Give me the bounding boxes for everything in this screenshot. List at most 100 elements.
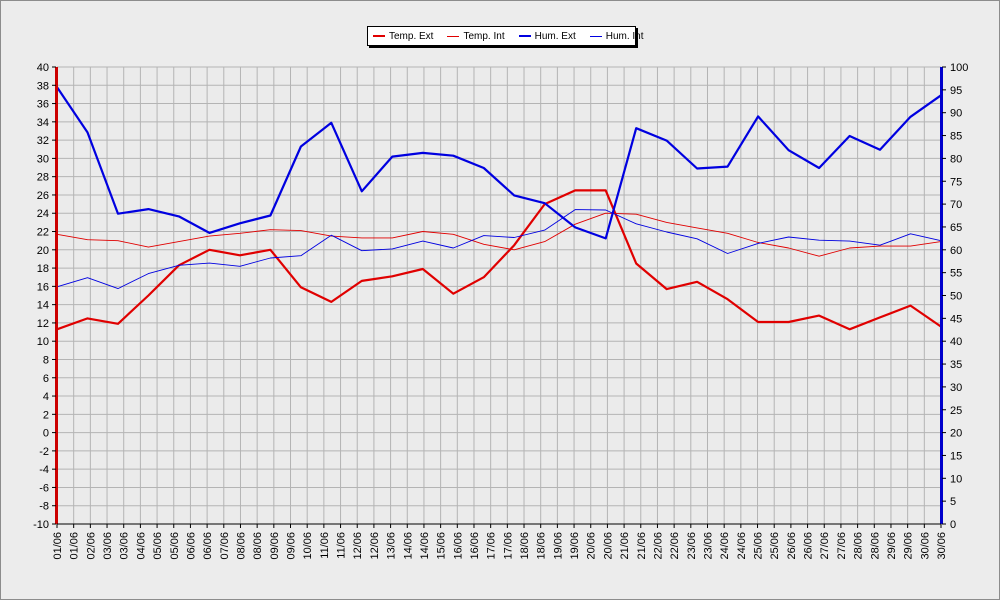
x-tick-label: 11/06 (319, 532, 331, 559)
x-tick-label: 08/06 (252, 532, 264, 560)
left-tick-label: 10 (37, 336, 49, 348)
right-tick-label: 65 (950, 222, 962, 234)
x-tick-label: 22/06 (669, 532, 681, 560)
x-tick-label: 25/06 (753, 532, 765, 560)
series-line-hum-int (56, 209, 942, 290)
right-tick-label: 100 (950, 62, 968, 74)
x-tick-label: 08/06 (235, 532, 247, 560)
x-tick-label: 01/06 (52, 532, 64, 560)
right-tick-label: 30 (950, 382, 962, 394)
x-tick-label: 28/06 (869, 532, 881, 560)
x-tick-label: 18/06 (536, 532, 548, 560)
x-tick-label: 24/06 (736, 532, 748, 560)
x-tick-label: 15/06 (436, 532, 448, 560)
left-tick-label: 4 (43, 391, 49, 403)
left-tick-label: 12 (37, 318, 49, 330)
series-line-temp-int (56, 212, 942, 257)
left-tick-label: 32 (37, 135, 49, 147)
right-tick-label: 25 (950, 405, 962, 417)
x-tick-label: 19/06 (552, 532, 564, 560)
x-tick-label: 01/06 (69, 532, 81, 560)
x-tick-label: 16/06 (469, 532, 481, 560)
series-line-hum-ext (56, 86, 942, 240)
left-tick-label: 24 (37, 208, 49, 220)
x-tick-label: 16/06 (452, 532, 464, 560)
x-tick-label: 25/06 (769, 532, 781, 560)
left-axis-line (55, 67, 58, 524)
right-tick-label: 85 (950, 131, 962, 143)
x-tick-label: 19/06 (569, 532, 581, 560)
right-axis-ticks: 0 5 10 15 20 25 30 35 40 45 50 55 60 65 70 75 80 85 90 95 10… (942, 62, 968, 531)
left-tick-label: 16 (37, 281, 49, 293)
right-axis-line (940, 67, 943, 524)
legend-item-hum-ext: Hum. Ext (518, 31, 576, 42)
right-tick-label: 80 (950, 153, 962, 165)
x-tick-label: 03/06 (102, 532, 114, 560)
right-tick-label: 10 (950, 473, 962, 485)
x-tick-label: 24/06 (719, 532, 731, 560)
x-tick-label: 04/06 (135, 532, 147, 560)
legend-swatch-temp-ext (373, 35, 385, 37)
right-tick-label: 45 (950, 313, 962, 325)
x-tick-label: 22/06 (652, 532, 664, 560)
right-tick-label: 50 (950, 291, 962, 303)
left-tick-label: -8 (39, 501, 49, 513)
left-tick-label: 14 (37, 300, 49, 312)
x-tick-label: 21/06 (636, 532, 648, 560)
right-tick-label: 35 (950, 359, 962, 371)
x-tick-label: 27/06 (819, 532, 831, 560)
x-tick-label: 17/06 (502, 532, 514, 560)
right-tick-label: 5 (950, 496, 956, 508)
x-tick-label: 29/06 (886, 532, 898, 560)
left-tick-label: 20 (37, 245, 49, 257)
x-tick-label: 14/06 (402, 532, 414, 560)
left-tick-label: 18 (37, 263, 49, 275)
x-tick-label: 23/06 (686, 532, 698, 560)
left-tick-label: -4 (39, 464, 49, 476)
legend-swatch-hum-ext (518, 35, 531, 37)
left-tick-label: 36 (37, 99, 49, 111)
left-tick-label: 38 (37, 80, 49, 92)
legend-item-hum-int: Hum. Int (589, 31, 644, 42)
series-layer (56, 86, 942, 331)
plot-area (57, 67, 941, 524)
x-tick-label: 30/06 (936, 532, 948, 560)
x-tick-label: 06/06 (202, 532, 214, 560)
right-tick-label: 15 (950, 450, 962, 462)
x-tick-label: 07/06 (219, 532, 231, 560)
legend-swatch-hum-int (589, 35, 602, 37)
legend-swatch-temp-int (447, 35, 460, 37)
left-tick-label: 30 (37, 153, 49, 165)
right-tick-label: 90 (950, 108, 962, 120)
chart-legend: Temp. Ext Temp. Int Hum. Ext Hum. Int (367, 26, 644, 46)
right-tick-label: 20 (950, 428, 962, 440)
x-tick-label: 30/06 (919, 532, 931, 560)
left-tick-label: 28 (37, 172, 49, 184)
legend-item-temp-int: Temp. Int (447, 30, 505, 42)
x-tick-label: 10/06 (302, 532, 314, 560)
right-tick-label: 75 (950, 176, 962, 188)
left-tick-label: 26 (37, 190, 49, 202)
x-tick-label: 27/06 (836, 532, 848, 560)
x-tick-label: 21/06 (619, 532, 631, 560)
legend-label-temp-ext: Temp. Ext (389, 30, 434, 42)
x-tick-label: 18/06 (519, 532, 531, 560)
x-tick-label: 13/06 (386, 532, 398, 560)
x-tick-label: 12/06 (369, 532, 381, 560)
left-tick-label: 2 (43, 409, 49, 421)
x-tick-label: 20/06 (586, 532, 598, 560)
x-tick-label: 17/06 (486, 532, 498, 560)
x-tick-label: 05/06 (169, 532, 181, 560)
x-tick-label: 09/06 (286, 532, 298, 560)
x-tick-label: 20/06 (602, 532, 614, 560)
x-tick-label: 26/06 (786, 532, 798, 560)
x-tick-label: 29/06 (903, 532, 915, 560)
horizontal-gridlines (57, 66, 941, 525)
x-tick-label: 03/06 (119, 532, 131, 560)
left-axis-ticks: -10-8-6-4-202468101214161820222426283032… (33, 62, 56, 531)
left-tick-label: 34 (37, 117, 49, 129)
left-tick-label: 8 (43, 354, 49, 366)
legend-label-temp-int: Temp. Int (463, 30, 505, 42)
left-tick-label: 0 (43, 428, 49, 440)
